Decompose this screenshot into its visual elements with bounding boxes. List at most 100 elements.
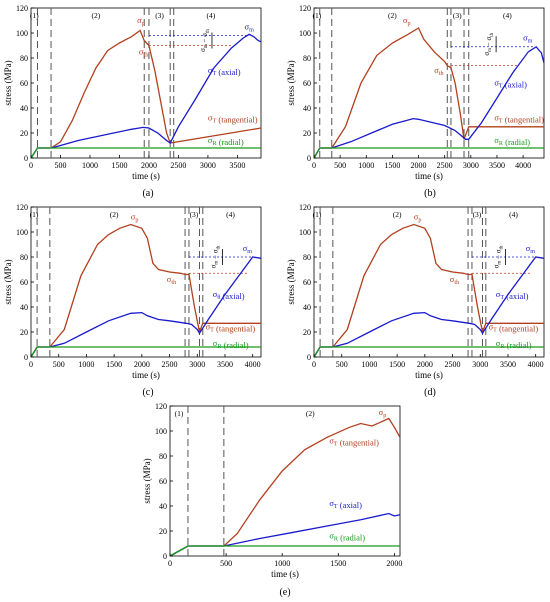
x-tick-label: 3000 (200, 161, 216, 170)
panel-caption: (c) (142, 387, 153, 398)
peak-label: σm (244, 21, 254, 33)
x-tick-label: 500 (334, 161, 346, 170)
y-axis-label: stress (MPa) (3, 259, 13, 304)
stage-label: (1) (313, 11, 322, 20)
y-tick-label: 0 (163, 552, 167, 561)
x-tick-label: 2500 (445, 360, 461, 369)
x-tick-label: 3000 (472, 360, 488, 369)
y-tick-label: 100 (299, 228, 311, 237)
series-label-green: σR (radial) (208, 135, 244, 147)
stage-label: (4) (226, 210, 235, 219)
stage-label: (3) (155, 11, 164, 20)
y-tick-label: 20 (20, 328, 28, 337)
x-tick-label: 1000 (82, 161, 98, 170)
series-label-blue: σT (axial) (329, 498, 362, 510)
x-tick-label: 1500 (111, 161, 127, 170)
stage-label: (3) (453, 11, 462, 20)
y-tick-label: 40 (20, 303, 28, 312)
y-tick-label: 80 (159, 452, 167, 461)
x-tick-label: 1000 (361, 360, 377, 369)
x-tick-label: 1000 (78, 360, 94, 369)
peak-label: σth (450, 274, 459, 286)
series-line-blue (30, 33, 262, 159)
series-label-green: σR (radial) (213, 338, 249, 350)
x-tick-label: 2000 (141, 161, 157, 170)
series-line-red (30, 223, 261, 358)
stage-label: (1) (30, 11, 39, 20)
y-tick-label: 80 (20, 54, 28, 63)
peak-label: σp (414, 212, 422, 224)
x-tick-label: 4000 (245, 360, 261, 369)
peak-label: σm (243, 243, 253, 255)
x-tick-label: 2000 (417, 360, 433, 369)
x-tick-label: 3000 (189, 360, 205, 369)
y-tick-label: 60 (20, 278, 28, 287)
series-line-green (30, 147, 261, 159)
stage-label: (1) (313, 210, 322, 219)
series-label-blue: σT (axial) (208, 65, 241, 77)
panel-caption: (d) (424, 387, 436, 398)
x-tick-label: 3500 (500, 360, 516, 369)
series-line-blue (169, 512, 401, 557)
stage-label: (4) (509, 210, 518, 219)
x-tick-label: 0 (312, 161, 316, 170)
series-line-blue (30, 256, 262, 358)
chart-panel-d: 0 500 1000 1500 2000 2500 3000 3500 4000 0 20 40 60 8… (286, 203, 545, 398)
y-tick-label: 60 (303, 278, 311, 287)
difference-label: σm − σth (483, 32, 495, 55)
stage-label: (2) (306, 409, 315, 418)
x-tick-label: 1500 (384, 161, 400, 170)
chart-panel-a: 0 500 1000 1500 2000 2500 3000 3500 0 20 40 60 80 100… (3, 4, 262, 199)
series-label-red: σT (tangential) (208, 113, 258, 125)
x-tick-label: 500 (336, 360, 348, 369)
chart-panel-e: 0 500 1000 1500 2000 0 20 40 60 80 100 120 time (s) s… (142, 402, 402, 598)
y-tick-label: 0 (24, 353, 28, 362)
x-axis-label: time (s) (132, 171, 160, 181)
x-tick-label: 500 (220, 559, 232, 568)
plot-frame (30, 206, 262, 358)
y-tick-label: 0 (307, 353, 311, 362)
x-tick-label: 2500 (437, 161, 453, 170)
y-tick-label: 40 (159, 502, 167, 511)
y-tick-label: 120 (155, 402, 167, 411)
x-axis-label: time (s) (132, 370, 160, 380)
y-axis-label: stress (MPa) (3, 60, 13, 105)
y-tick-label: 120 (16, 4, 28, 13)
x-tick-label: 2000 (411, 161, 427, 170)
y-axis-label: stress (MPa) (142, 458, 152, 503)
x-tick-label: 500 (54, 161, 66, 170)
y-tick-label: 120 (299, 203, 311, 212)
x-axis-label: time (s) (271, 569, 299, 579)
x-tick-label: 2500 (170, 161, 186, 170)
y-tick-label: 20 (303, 129, 311, 138)
peak-label: σth (139, 46, 148, 58)
x-tick-label: 2500 (162, 360, 178, 369)
y-tick-label: 100 (299, 29, 311, 38)
y-tick-label: 20 (159, 527, 167, 536)
difference-label: σm − σth (210, 245, 222, 268)
y-tick-label: 120 (299, 4, 311, 13)
series-label-red: σT (tangential) (206, 322, 256, 334)
x-tick-label: 2000 (386, 559, 402, 568)
series-label-green: σR (radial) (494, 135, 530, 147)
y-tick-label: 80 (20, 253, 28, 262)
y-tick-label: 120 (16, 203, 28, 212)
x-tick-label: 4000 (515, 161, 531, 170)
stage-label: (1) (30, 210, 39, 219)
y-tick-label: 100 (16, 29, 28, 38)
y-tick-label: 80 (303, 253, 311, 262)
peak-label: σm (523, 33, 533, 45)
y-tick-label: 0 (24, 154, 28, 163)
peak-label: σp (137, 15, 145, 27)
plot-frame (313, 206, 545, 358)
peak-label: σm (526, 243, 536, 255)
y-tick-label: 60 (20, 79, 28, 88)
difference-label: σm − σth (199, 29, 211, 52)
stage-label: (4) (206, 11, 215, 20)
x-tick-label: 3500 (489, 161, 505, 170)
x-tick-label: 500 (53, 360, 65, 369)
x-axis-label: time (s) (415, 171, 443, 181)
chart-panel-c: 0 500 1000 1500 2000 2500 3000 3500 4000 0 20 40 60 8… (3, 203, 262, 398)
stage-label: (2) (110, 210, 119, 219)
